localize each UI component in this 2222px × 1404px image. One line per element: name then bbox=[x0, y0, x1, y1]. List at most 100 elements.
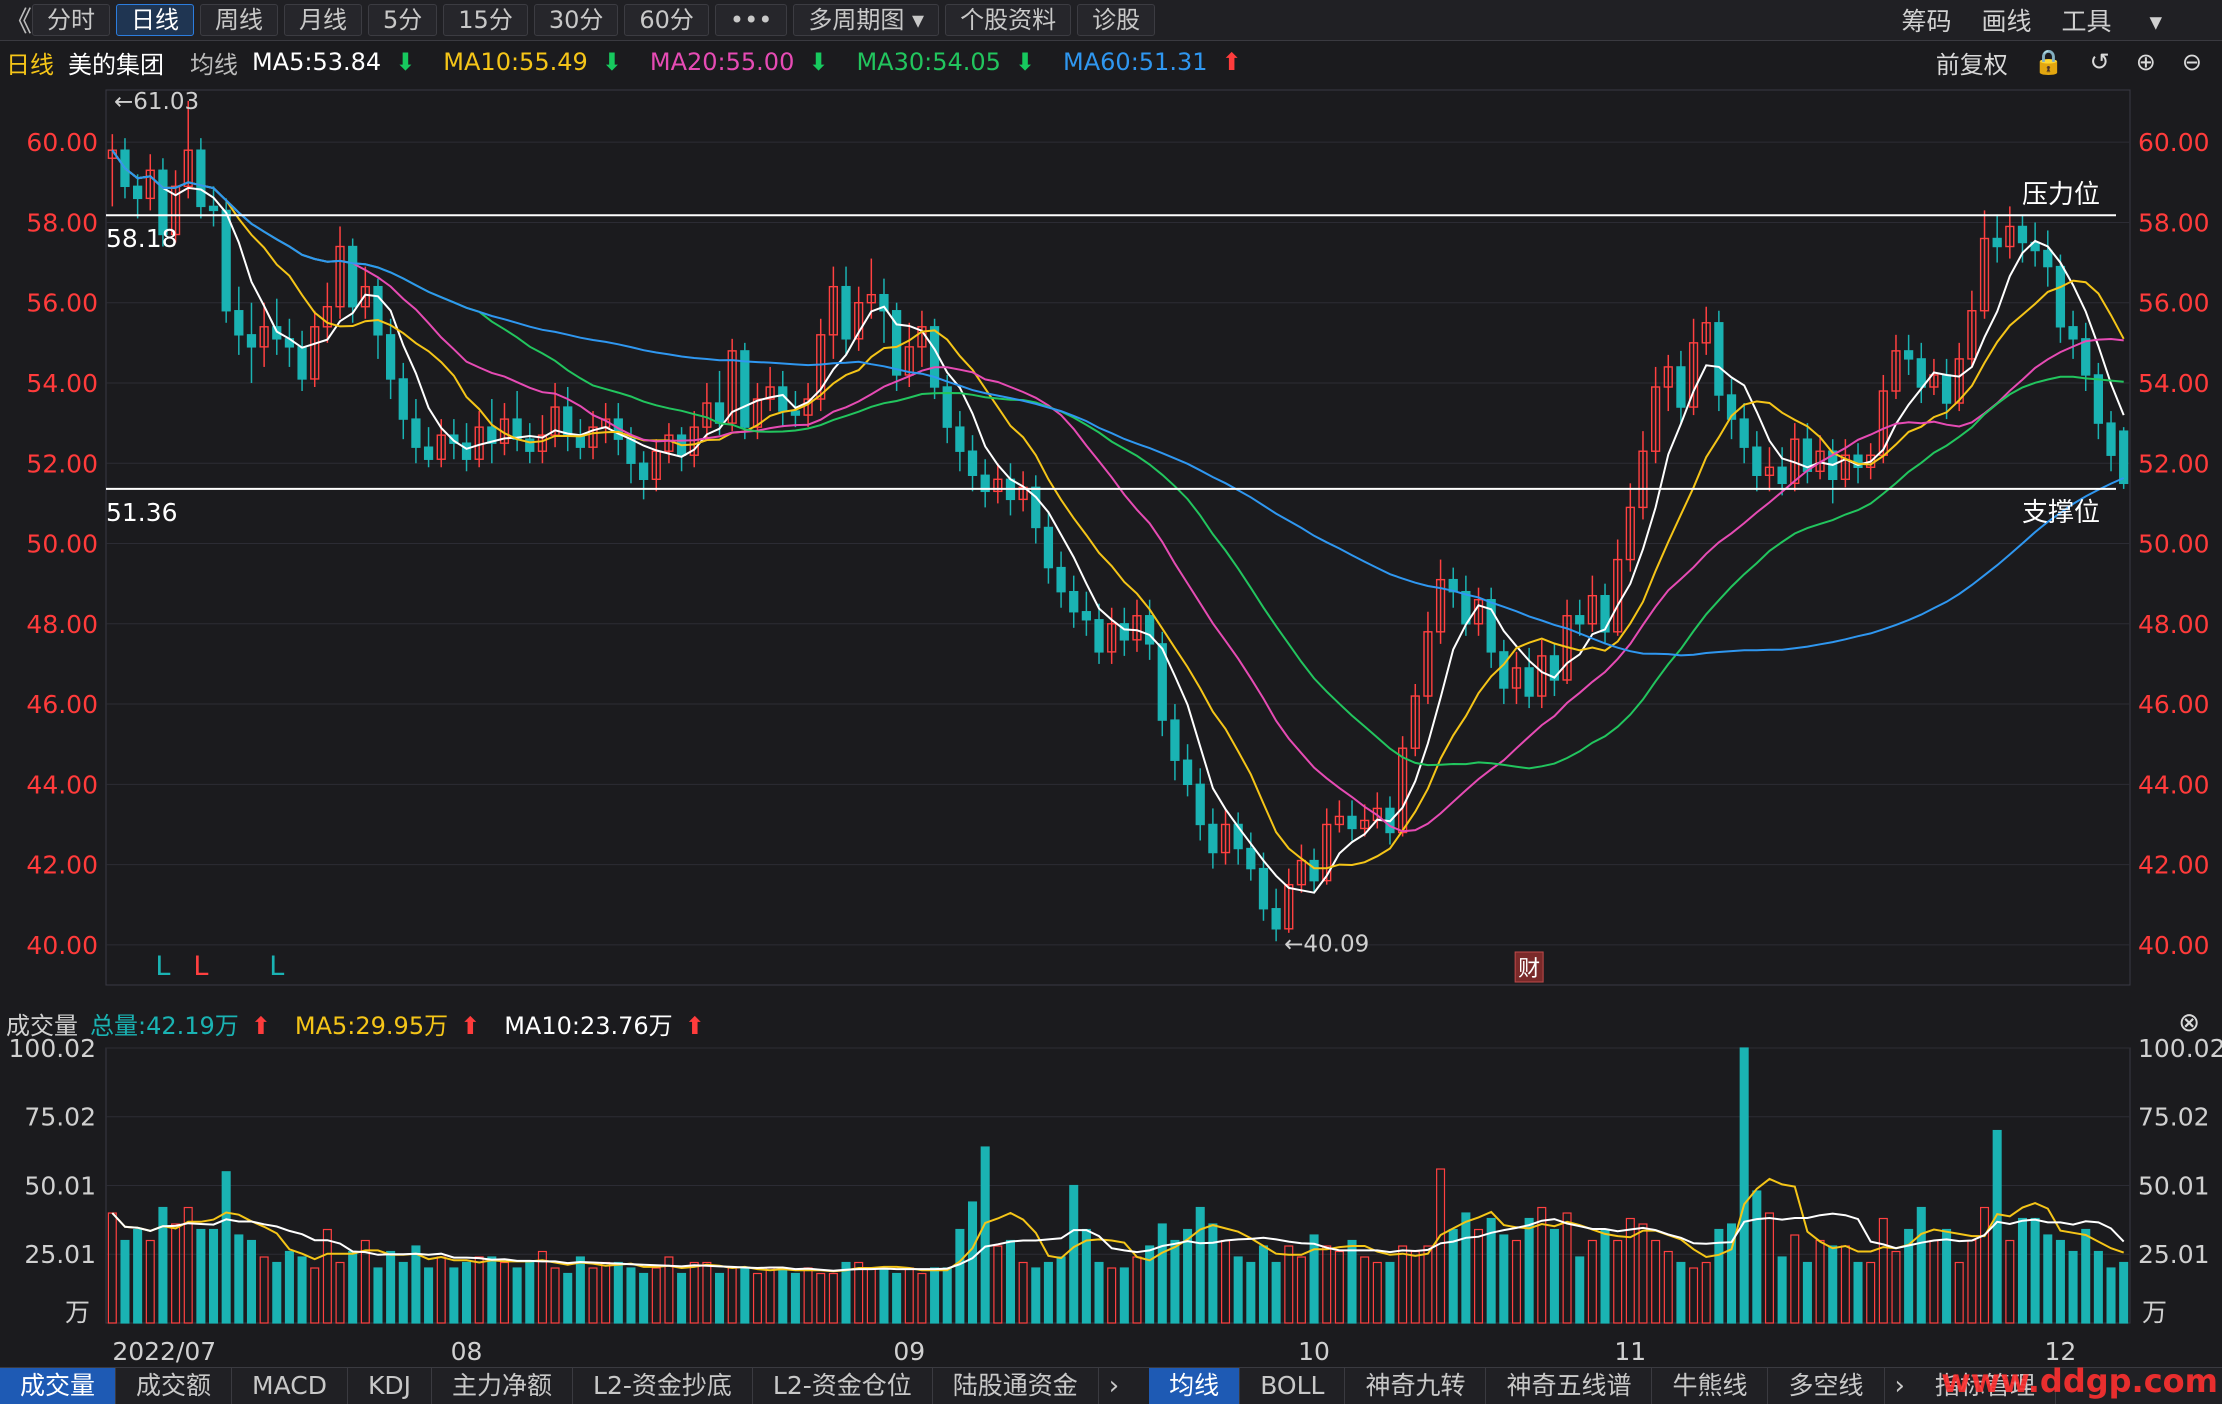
volume-ma10: MA10:23.76万 ⬆ bbox=[504, 1006, 717, 1041]
chevron-right-icon[interactable]: › bbox=[1894, 1371, 1905, 1401]
volume-bar bbox=[1018, 1261, 1028, 1324]
volume-bar bbox=[828, 1272, 838, 1324]
volume-bar bbox=[993, 1245, 1003, 1324]
volume-bar bbox=[1701, 1261, 1711, 1324]
period-button-60min[interactable]: 60分 bbox=[624, 4, 709, 36]
tab-bull-bear[interactable]: 牛熊线 bbox=[1652, 1368, 1769, 1404]
price-tick-left: 48.00 bbox=[26, 610, 98, 639]
lock-icon[interactable]: 🔒 bbox=[2033, 48, 2064, 76]
candle-body bbox=[563, 406, 573, 436]
volume-ma5-text: MA5:29.95万 bbox=[294, 1011, 449, 1040]
multi-period-dropdown[interactable]: 多周期图 ▾ bbox=[793, 4, 940, 36]
volume-bar bbox=[1866, 1261, 1876, 1324]
price-tick-left: 42.00 bbox=[26, 851, 98, 880]
zoom-in-icon[interactable]: ⊕ bbox=[2135, 48, 2156, 76]
resistance-value-label: 58.18 bbox=[106, 224, 178, 253]
draw-line-button[interactable]: 画线 bbox=[1981, 7, 2032, 36]
candle-body bbox=[892, 310, 902, 376]
candle-body bbox=[1979, 237, 1990, 312]
tab-macd[interactable]: MACD bbox=[232, 1368, 348, 1404]
volume-bar bbox=[1739, 1047, 1749, 1324]
tab-indicator-manage[interactable]: 指标管理 bbox=[1915, 1368, 2056, 1404]
volume-bar bbox=[651, 1267, 661, 1324]
price-tick-left: 50.00 bbox=[26, 530, 98, 559]
volume-bar bbox=[917, 1272, 927, 1324]
volume-bar bbox=[449, 1267, 459, 1324]
candle-body bbox=[1638, 450, 1648, 509]
tab-l2-bottom[interactable]: L2-资金抄底 bbox=[573, 1368, 753, 1404]
volume-bar bbox=[1815, 1239, 1825, 1324]
volume-bar bbox=[1195, 1206, 1205, 1324]
candle-body bbox=[1904, 350, 1914, 360]
undo-icon[interactable]: ↺ bbox=[2089, 48, 2110, 76]
volume-bar bbox=[1790, 1234, 1800, 1324]
volume-bar bbox=[1651, 1239, 1661, 1324]
more-periods-button[interactable]: ••• bbox=[714, 4, 788, 36]
volume-bar bbox=[499, 1261, 509, 1324]
volume-tick-right: 100.02 bbox=[2138, 1034, 2222, 1063]
price-tick-right: 48.00 bbox=[2138, 610, 2210, 639]
period-button-fenshi[interactable]: 分时 bbox=[32, 4, 110, 36]
tab-main-net[interactable]: 主力净额 bbox=[432, 1368, 574, 1404]
candle-body bbox=[588, 426, 598, 448]
candle-body bbox=[866, 293, 876, 304]
tab-volume[interactable]: 成交量 bbox=[0, 1368, 117, 1404]
tab-magic-five[interactable]: 神奇五线谱 bbox=[1486, 1368, 1653, 1404]
tab-kdj[interactable]: KDJ bbox=[348, 1368, 433, 1404]
volume-bar bbox=[1372, 1261, 1382, 1324]
volume-bar bbox=[183, 1206, 193, 1324]
candle-body bbox=[1739, 418, 1749, 448]
candle-body bbox=[335, 245, 345, 308]
tools-button[interactable]: 工具 ▾ bbox=[2061, 2, 2192, 38]
tab-long-short[interactable]: 多空线 bbox=[1768, 1368, 1885, 1404]
period-button-5min[interactable]: 5分 bbox=[368, 4, 438, 36]
volume-bar bbox=[2055, 1239, 2065, 1324]
price-tick-left: 60.00 bbox=[26, 128, 98, 157]
tab-ma[interactable]: 均线 bbox=[1149, 1368, 1241, 1404]
tab-boll[interactable]: BOLL bbox=[1240, 1368, 1346, 1404]
candle-body bbox=[297, 346, 307, 380]
volume-bar bbox=[1246, 1261, 1256, 1324]
tab-magic-nine[interactable]: 神奇九转 bbox=[1345, 1368, 1487, 1404]
volume-bar bbox=[550, 1267, 560, 1324]
caret-down-icon: ▾ bbox=[912, 6, 925, 34]
candle-body bbox=[2106, 422, 2116, 456]
volume-bars bbox=[107, 1047, 2129, 1324]
tab-l2-position[interactable]: L2-资金仓位 bbox=[753, 1368, 933, 1404]
candle-body bbox=[1815, 450, 1825, 472]
period-button-daily[interactable]: 日线 bbox=[116, 4, 194, 36]
candle-body bbox=[1549, 655, 1560, 681]
tab-hk-connect[interactable]: 陆股通资金 bbox=[933, 1368, 1099, 1404]
candle-body bbox=[1145, 615, 1155, 645]
toolbar-right-group: 筹码 画线 工具 ▾ bbox=[1901, 0, 2222, 40]
volume-bar bbox=[1410, 1250, 1420, 1324]
volume-bar bbox=[1043, 1261, 1053, 1324]
adjust-mode-button[interactable]: 前复权 bbox=[1935, 50, 2008, 79]
candle-body bbox=[386, 334, 396, 380]
period-button-monthly[interactable]: 月线 bbox=[284, 4, 362, 36]
price-tick-left: 44.00 bbox=[26, 770, 98, 799]
volume-bar bbox=[740, 1267, 750, 1324]
volume-tick-right: 50.01 bbox=[2138, 1172, 2210, 1201]
volume-bar bbox=[234, 1234, 244, 1324]
diagnose-button[interactable]: 诊股 bbox=[1077, 4, 1156, 36]
candle-body bbox=[1347, 815, 1357, 830]
chevron-right-icon[interactable]: › bbox=[1108, 1371, 1120, 1401]
volume-bar bbox=[892, 1272, 902, 1324]
volume-bar bbox=[322, 1228, 332, 1324]
candle-body bbox=[1119, 623, 1129, 641]
period-button-weekly[interactable]: 周线 bbox=[200, 4, 278, 36]
candle-body bbox=[1587, 594, 1597, 625]
candle-body bbox=[1094, 619, 1104, 653]
volume-bar bbox=[1562, 1212, 1572, 1324]
period-button-15min[interactable]: 15分 bbox=[443, 4, 528, 36]
down-arrow-icon: ⬇ bbox=[601, 48, 622, 76]
zoom-out-icon[interactable]: ⊖ bbox=[2181, 48, 2202, 76]
tab-turnover[interactable]: 成交额 bbox=[116, 1368, 233, 1404]
period-button-30min[interactable]: 30分 bbox=[533, 4, 619, 36]
candle-body bbox=[1435, 578, 1446, 633]
close-icon[interactable]: ⊗ bbox=[2178, 1008, 2200, 1038]
stock-profile-button[interactable]: 个股资料 bbox=[945, 4, 1072, 36]
price-tick-right: 42.00 bbox=[2138, 851, 2210, 880]
chip-distribution-button[interactable]: 筹码 bbox=[1901, 7, 1952, 36]
